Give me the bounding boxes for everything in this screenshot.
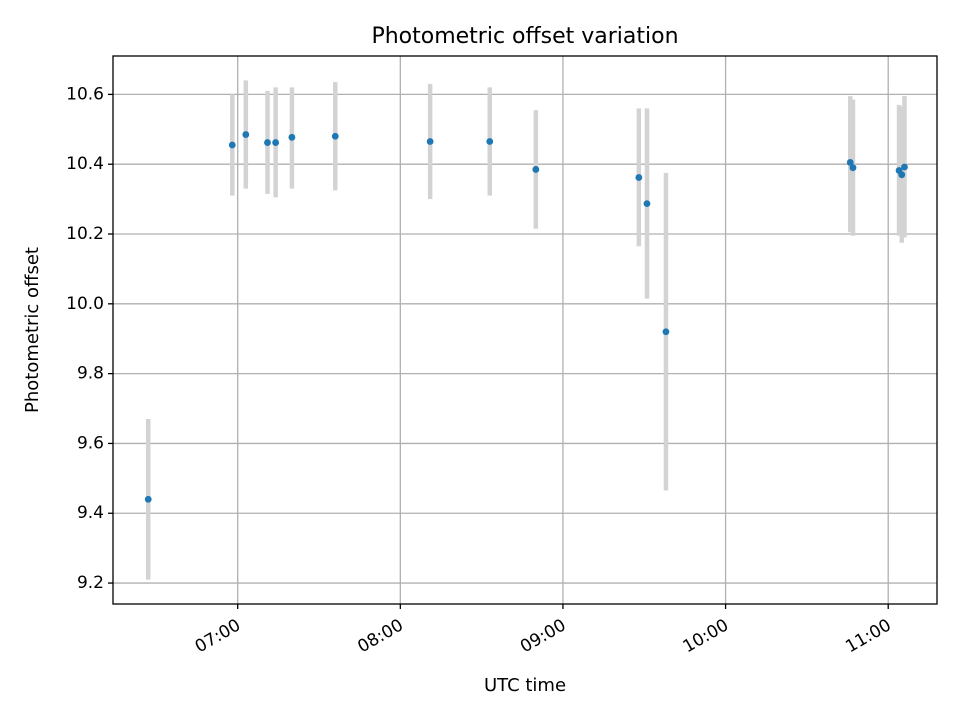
data-point <box>643 200 651 208</box>
data-point <box>898 171 906 179</box>
data-point <box>532 166 540 173</box>
y-tick-label: 10.2 <box>66 224 104 244</box>
data-point <box>288 133 296 141</box>
data-point <box>635 174 643 181</box>
y-tick-label: 9.6 <box>77 433 104 453</box>
data-point <box>426 138 434 145</box>
data-point <box>662 328 670 336</box>
data-point <box>144 495 152 503</box>
y-axis-label: Photometric offset <box>22 247 43 413</box>
y-tick-label: 9.8 <box>77 364 104 384</box>
data-point <box>486 138 494 145</box>
data-point <box>264 139 271 146</box>
grid <box>113 56 937 604</box>
data-point <box>849 164 857 172</box>
data-point <box>331 132 339 140</box>
chart-title: Photometric offset variation <box>371 24 678 49</box>
y-tick-label: 10.0 <box>66 294 104 314</box>
data-point <box>242 131 250 138</box>
x-axis-label: UTC time <box>484 675 566 696</box>
plot-frame <box>112 55 938 605</box>
data-point <box>901 163 908 171</box>
data-point <box>846 159 854 166</box>
data-point <box>272 139 280 146</box>
data-point <box>228 141 236 149</box>
y-tick-label: 10.6 <box>66 84 104 104</box>
y-tick-label: 9.4 <box>77 503 104 523</box>
y-tick-label: 9.2 <box>77 573 104 593</box>
y-tick-label: 10.4 <box>66 154 104 174</box>
data-markers <box>144 131 908 503</box>
